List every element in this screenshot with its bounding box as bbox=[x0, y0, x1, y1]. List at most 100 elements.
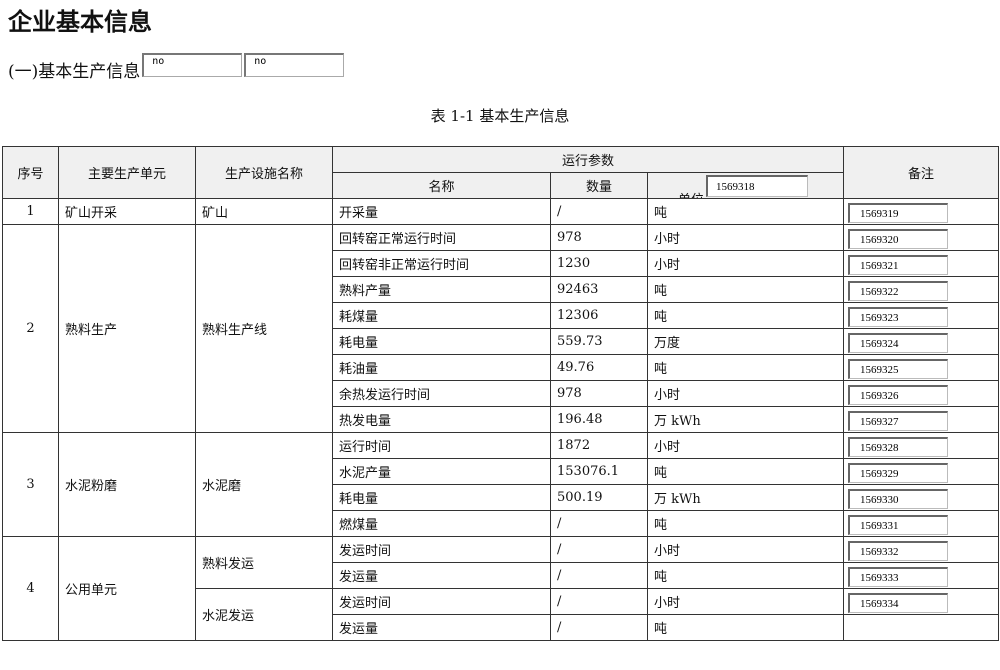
table-row: 发运量 / 吨 bbox=[3, 614, 999, 641]
table-row: 回转窑非正常运行时间 1230 小时 bbox=[3, 250, 999, 277]
param-qty-cell: / bbox=[550, 562, 648, 589]
param-qty-cell: 559.73 bbox=[550, 328, 648, 355]
param-unit-cell: 吨 bbox=[647, 302, 844, 329]
param-qty-cell: / bbox=[550, 510, 648, 537]
table-row: 2 熟料生产 熟料生产线 回转窑正常运行时间 978 小时 bbox=[2, 224, 999, 433]
section-input-2[interactable] bbox=[244, 53, 345, 77]
table-row: 热发电量 196.48 万 kWh bbox=[3, 406, 999, 433]
table-row: 耗电量 559.73 万度 bbox=[3, 328, 999, 355]
section-input-1[interactable] bbox=[142, 53, 243, 77]
param-qty-cell: / bbox=[550, 198, 648, 225]
header-facility: 生产设施名称 bbox=[195, 146, 333, 199]
param-qty-cell: 49.76 bbox=[550, 354, 648, 381]
note-input[interactable] bbox=[848, 307, 948, 327]
param-name-cell: 回转窑非正常运行时间 bbox=[332, 250, 551, 277]
note-input[interactable] bbox=[848, 255, 948, 275]
table-row: 1 矿山开采 矿山 开采量 / 吨 bbox=[2, 198, 999, 225]
param-name-cell: 耗电量 bbox=[332, 328, 551, 355]
param-unit-cell: 万 kWh bbox=[647, 484, 844, 511]
note-input[interactable] bbox=[848, 593, 948, 613]
note-cell bbox=[843, 198, 999, 225]
section-label: (一)基本生产信息 bbox=[8, 62, 141, 82]
table-row: 4 公用单元 熟料发运 发运时间 / 小时 bbox=[2, 536, 999, 641]
header-unit-label: 单位 bbox=[678, 189, 704, 198]
param-unit-cell: 小时 bbox=[647, 224, 844, 251]
note-input[interactable] bbox=[848, 281, 948, 301]
param-qty-cell: / bbox=[550, 536, 648, 563]
production-table: 序号 主要生产单元 生产设施名称 运行参数 备注 名称 数量 单位 1矿山开采矿… bbox=[2, 146, 999, 641]
param-unit-cell: 小时 bbox=[647, 588, 844, 615]
param-qty-cell: 92463 bbox=[550, 276, 648, 303]
table-row: 水泥发运 发运时间 / 小时 bbox=[3, 588, 999, 641]
note-cell bbox=[843, 276, 999, 303]
param-unit-cell: 吨 bbox=[647, 562, 844, 589]
param-unit-cell: 吨 bbox=[647, 276, 844, 303]
table-row: 发运量 / 吨 bbox=[3, 562, 999, 589]
header-qty: 数量 bbox=[550, 172, 648, 199]
param-unit-cell: 小时 bbox=[647, 380, 844, 407]
param-name-cell: 水泥产量 bbox=[332, 458, 551, 485]
param-qty-cell: 196.48 bbox=[550, 406, 648, 433]
note-input[interactable] bbox=[848, 515, 948, 535]
param-name-cell: 发运时间 bbox=[332, 536, 551, 563]
param-name-cell: 熟料产量 bbox=[332, 276, 551, 303]
note-cell bbox=[843, 406, 999, 433]
seq-cell: 2 bbox=[2, 224, 59, 433]
note-cell bbox=[843, 250, 999, 277]
table-row: 燃煤量 / 吨 bbox=[3, 510, 999, 537]
param-qty-cell: / bbox=[550, 614, 648, 641]
note-input[interactable] bbox=[848, 359, 948, 379]
table-row: 3 水泥粉磨 水泥磨 运行时间 1872 小时 bbox=[2, 432, 999, 537]
header-main-unit: 主要生产单元 bbox=[58, 146, 196, 199]
note-input[interactable] bbox=[848, 463, 948, 483]
param-name-cell: 发运量 bbox=[332, 562, 551, 589]
note-input[interactable] bbox=[848, 203, 948, 223]
note-input[interactable] bbox=[848, 229, 948, 249]
param-unit-cell: 吨 bbox=[647, 198, 844, 225]
param-name-cell: 运行时间 bbox=[332, 432, 551, 459]
table-row: 熟料产量 92463 吨 bbox=[3, 276, 999, 303]
note-input[interactable] bbox=[848, 385, 948, 405]
header-note: 备注 bbox=[843, 146, 999, 199]
note-input[interactable] bbox=[848, 411, 948, 431]
param-unit-cell: 小时 bbox=[647, 250, 844, 277]
param-unit-cell: 吨 bbox=[647, 458, 844, 485]
main-unit-cell: 公用单元 bbox=[58, 536, 196, 641]
unit-input[interactable] bbox=[706, 175, 808, 197]
facility-cell: 水泥磨 bbox=[195, 432, 333, 537]
note-cell bbox=[843, 224, 999, 251]
table-caption: 表 1-1 基本生产信息 bbox=[430, 107, 570, 125]
note-input[interactable] bbox=[848, 541, 948, 561]
param-name-cell: 回转窑正常运行时间 bbox=[332, 224, 551, 251]
facility-cell: 矿山 bbox=[195, 198, 333, 225]
table-row: 水泥产量 153076.1 吨 bbox=[3, 458, 999, 485]
note-input[interactable] bbox=[848, 489, 948, 509]
note-input[interactable] bbox=[848, 437, 948, 457]
note-cell bbox=[843, 432, 999, 459]
param-unit-cell: 小时 bbox=[647, 432, 844, 459]
seq-cell: 3 bbox=[2, 432, 59, 537]
note-input[interactable] bbox=[848, 567, 948, 587]
header-unit: 单位 bbox=[647, 172, 844, 199]
param-unit-cell: 万 kWh bbox=[647, 406, 844, 433]
seq-cell: 1 bbox=[2, 198, 59, 225]
param-qty-cell: 1872 bbox=[550, 432, 648, 459]
param-unit-cell: 小时 bbox=[647, 536, 844, 563]
param-name-cell: 耗煤量 bbox=[332, 302, 551, 329]
param-qty-cell: 153076.1 bbox=[550, 458, 648, 485]
header-name: 名称 bbox=[332, 172, 551, 199]
header-params: 运行参数 bbox=[332, 146, 844, 173]
note-cell bbox=[843, 484, 999, 511]
page-title: 企业基本信息 bbox=[8, 8, 152, 36]
note-cell bbox=[843, 458, 999, 485]
param-qty-cell: 1230 bbox=[550, 250, 648, 277]
param-name-cell: 耗油量 bbox=[332, 354, 551, 381]
param-qty-cell: 978 bbox=[550, 380, 648, 407]
section-header: (一)基本生产信息 bbox=[8, 53, 345, 82]
param-qty-cell: 978 bbox=[550, 224, 648, 251]
seq-cell: 4 bbox=[2, 536, 59, 641]
table-row: 耗油量 49.76 吨 bbox=[3, 354, 999, 381]
note-input[interactable] bbox=[848, 333, 948, 353]
table-row: 耗煤量 12306 吨 bbox=[3, 302, 999, 329]
header-seq: 序号 bbox=[2, 146, 59, 199]
